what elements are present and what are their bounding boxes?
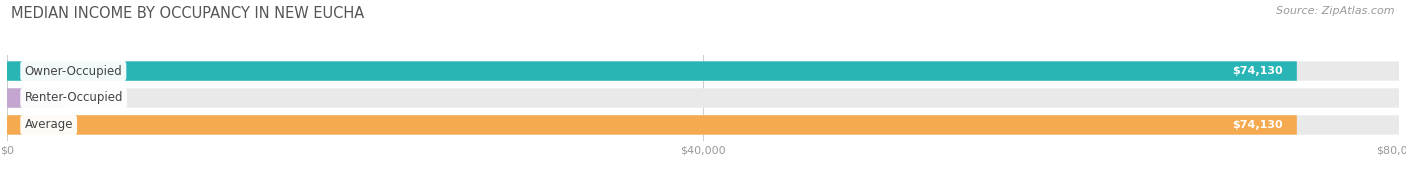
Text: Owner-Occupied: Owner-Occupied <box>24 64 122 78</box>
Text: $74,130: $74,130 <box>1232 66 1282 76</box>
FancyBboxPatch shape <box>7 88 1399 108</box>
FancyBboxPatch shape <box>7 61 1399 81</box>
Text: MEDIAN INCOME BY OCCUPANCY IN NEW EUCHA: MEDIAN INCOME BY OCCUPANCY IN NEW EUCHA <box>11 6 364 21</box>
FancyBboxPatch shape <box>7 115 1399 135</box>
Text: Renter-Occupied: Renter-Occupied <box>24 92 122 104</box>
Text: Average: Average <box>24 118 73 132</box>
FancyBboxPatch shape <box>7 115 1296 135</box>
Text: Source: ZipAtlas.com: Source: ZipAtlas.com <box>1277 6 1395 16</box>
Text: $74,130: $74,130 <box>1232 120 1282 130</box>
FancyBboxPatch shape <box>7 61 1296 81</box>
Text: $0: $0 <box>80 93 94 103</box>
FancyBboxPatch shape <box>7 88 63 108</box>
